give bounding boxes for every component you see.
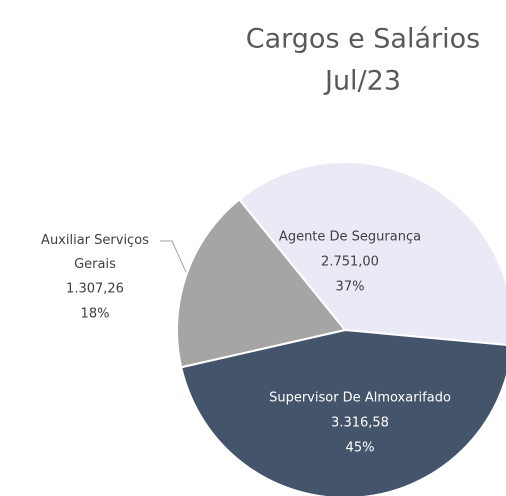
percent-label: 45% xyxy=(346,441,375,456)
label-line: Auxiliar Serviços xyxy=(41,233,149,248)
slice-label: Supervisor De Almoxarifado xyxy=(269,391,451,406)
leader-line xyxy=(160,240,187,273)
pie-slice xyxy=(179,328,506,496)
pie-slice xyxy=(176,198,347,369)
value-label: 1.307,26 xyxy=(66,282,124,297)
slice-label: Auxiliar Serviços Gerais xyxy=(41,233,149,272)
label-line: Gerais xyxy=(74,257,116,272)
pie-slice xyxy=(237,161,506,346)
chart-title: Cargos e Salários xyxy=(246,24,480,55)
percent-label: 37% xyxy=(336,280,365,295)
chart-subtitle: Jul/23 xyxy=(323,66,401,97)
value-label: 3.316,58 xyxy=(331,416,389,431)
value-label: 2.751,00 xyxy=(321,255,379,270)
slice-label: Agente De Segurança xyxy=(279,230,421,245)
percent-label: 18% xyxy=(81,307,110,322)
